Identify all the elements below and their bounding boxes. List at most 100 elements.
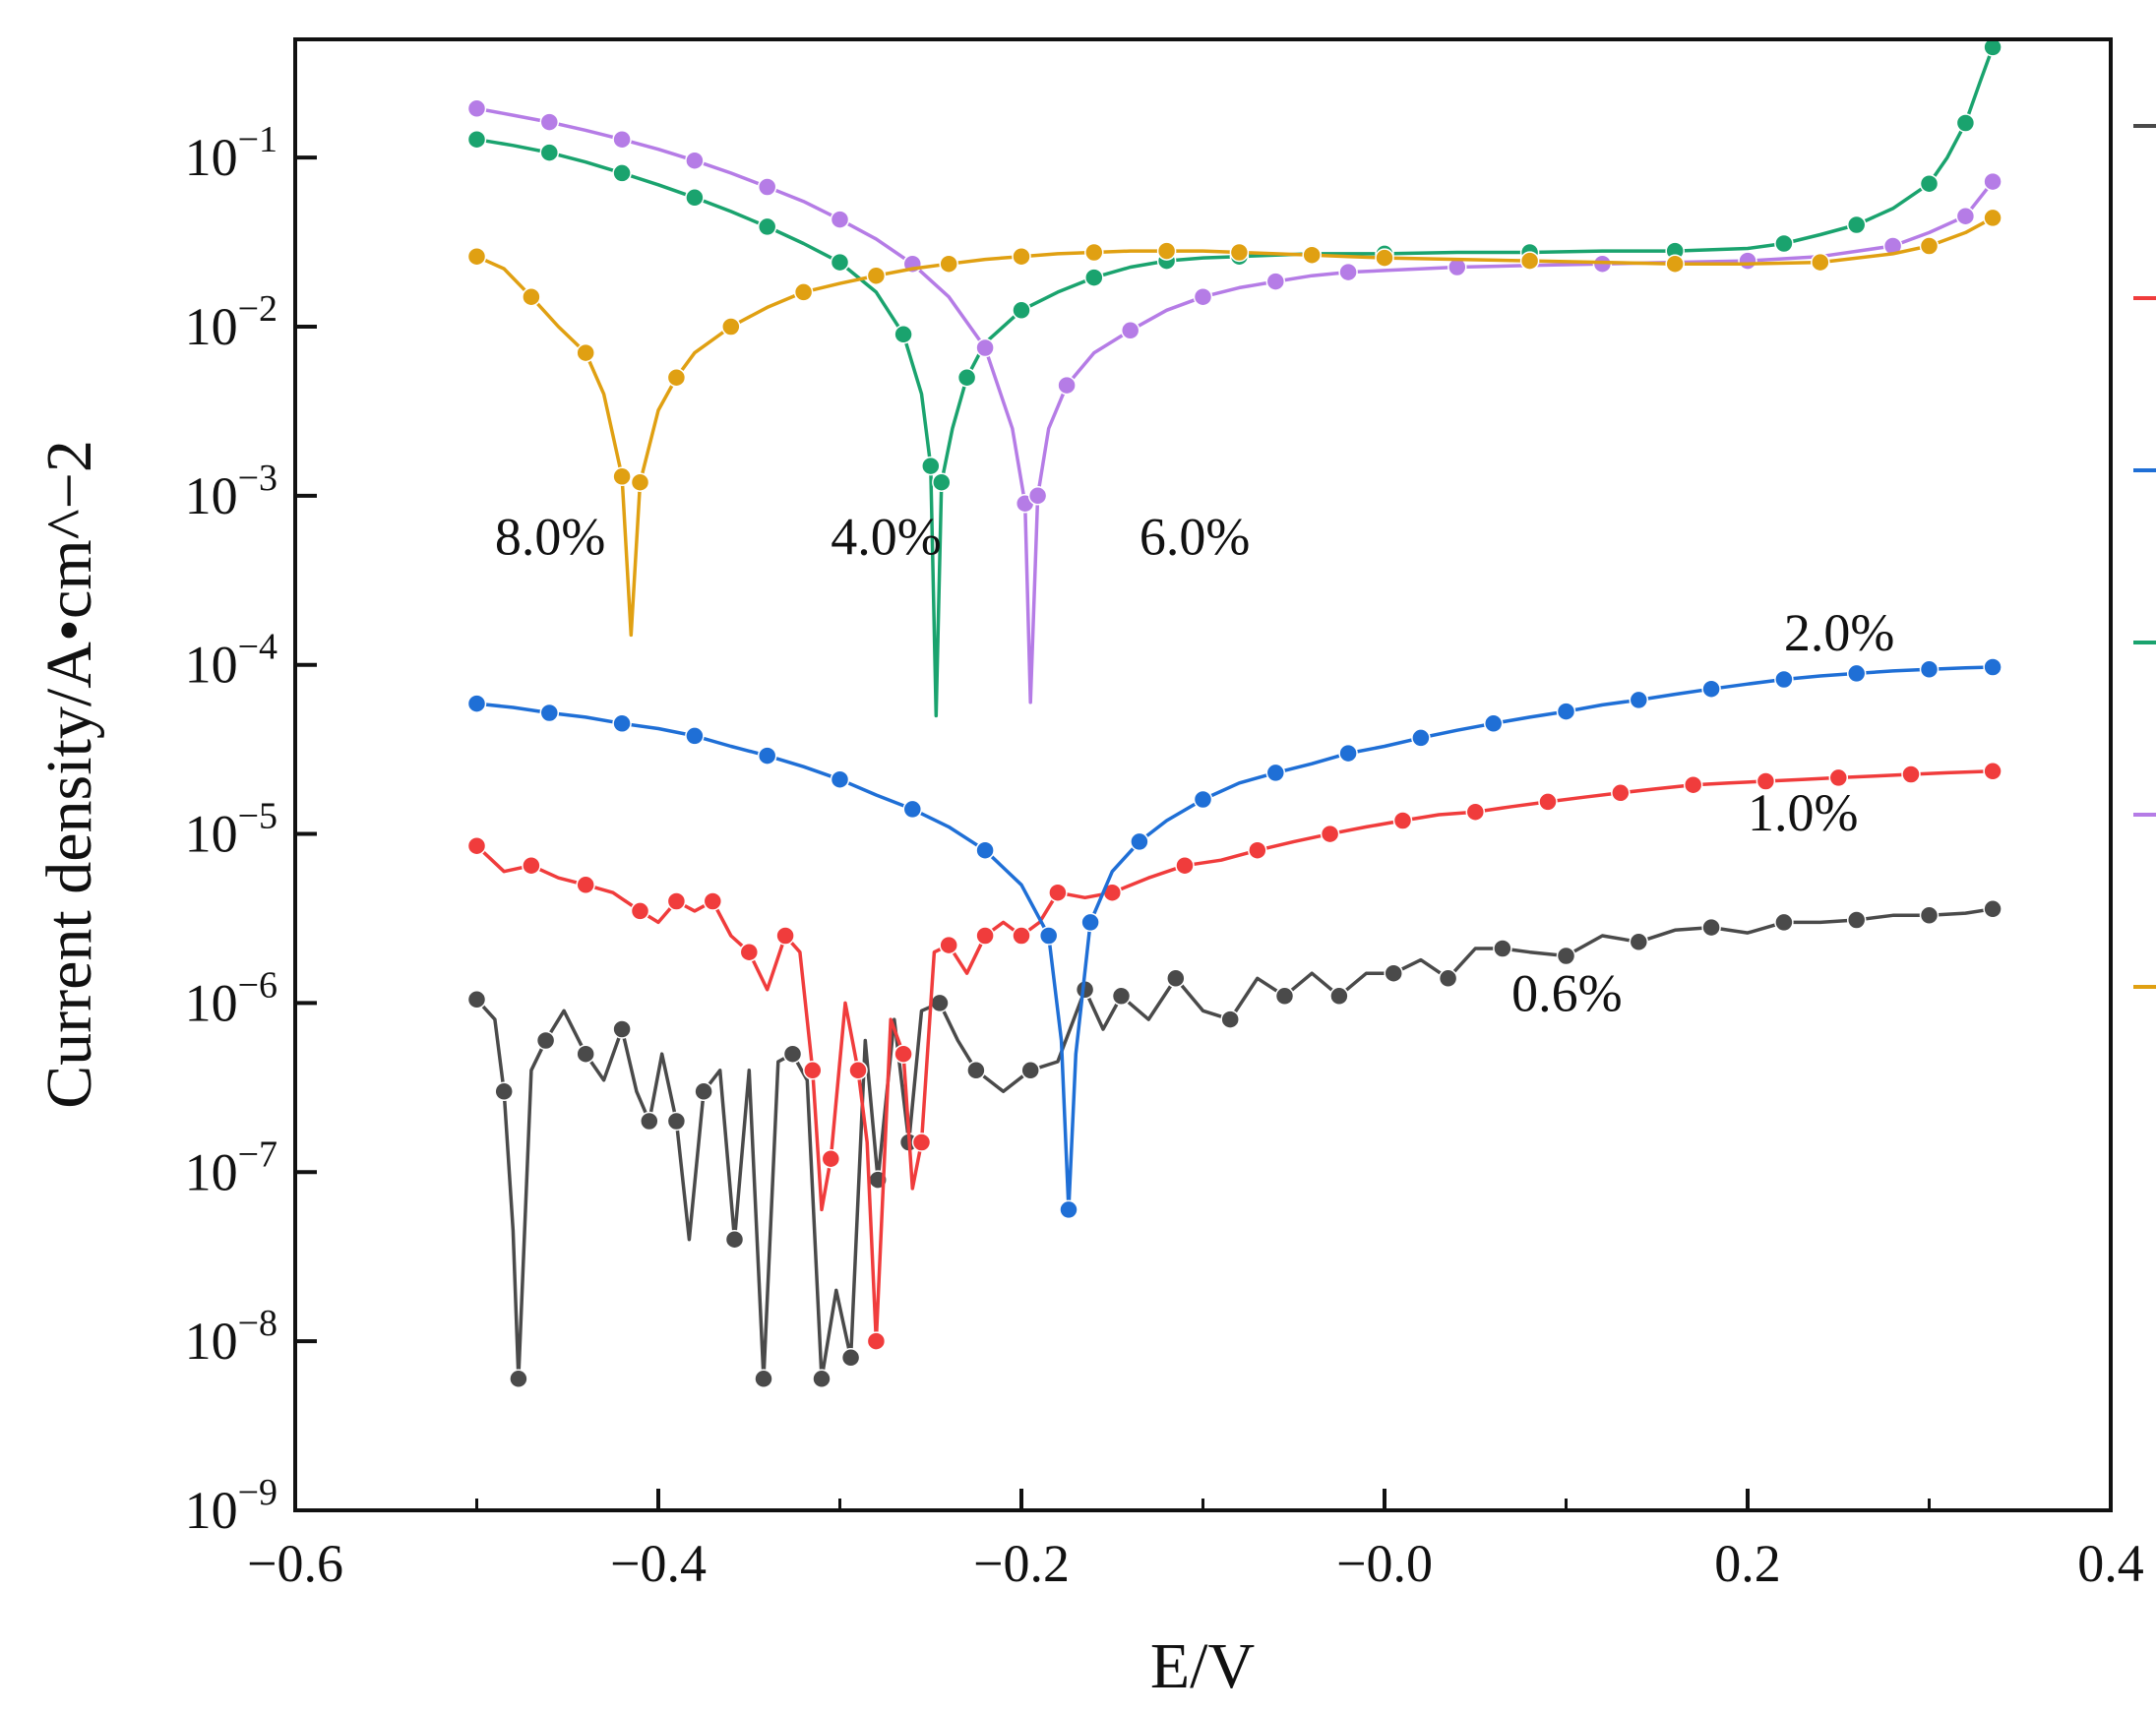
data-point: [1556, 702, 1576, 721]
data-point: [1027, 486, 1048, 506]
data-point: [1375, 248, 1394, 268]
data-point: [640, 1111, 659, 1132]
data-point: [721, 317, 741, 337]
data-point: [848, 1061, 868, 1080]
data-point: [812, 1369, 832, 1389]
data-point: [939, 254, 958, 274]
data-point: [612, 1019, 632, 1039]
data-point: [466, 835, 487, 856]
series-0.6%: 0.6%: [466, 899, 2002, 1389]
data-point: [803, 1061, 823, 1080]
data-point: [1111, 986, 1132, 1007]
y-tick-label: 10−3: [185, 458, 277, 525]
x-tick-label: −0.6: [247, 1534, 343, 1593]
data-point: [1411, 728, 1431, 748]
data-point: [1084, 268, 1104, 287]
y-tick-base: 10: [185, 1142, 238, 1201]
data-point: [1012, 300, 1031, 321]
series-label: 0.6%: [1511, 963, 1622, 1022]
data-point: [1193, 789, 1213, 810]
y-tick-base: 10: [185, 297, 238, 356]
data-point: [539, 143, 560, 162]
data-point: [966, 1061, 986, 1080]
data-point: [1265, 272, 1286, 291]
series-1.0%: 1.0%: [466, 762, 2002, 1351]
data-point: [509, 1369, 528, 1389]
data-point: [466, 990, 487, 1010]
y-tick-exponent: −9: [238, 1472, 277, 1513]
y-tick-label: 10−4: [185, 627, 277, 695]
data-point: [612, 163, 632, 183]
data-point: [1156, 241, 1177, 261]
data-point: [1846, 663, 1867, 684]
data-point: [757, 216, 777, 237]
data-point: [1774, 912, 1794, 933]
data-point: [466, 98, 487, 119]
data-point: [466, 129, 487, 150]
data-point: [1130, 831, 1149, 852]
y-tick-label: 10−5: [185, 796, 277, 864]
data-point: [1701, 917, 1721, 938]
data-point: [1955, 206, 1976, 226]
y-tick-label: 10−7: [185, 1133, 277, 1201]
series-line: [476, 665, 1994, 1212]
data-point: [576, 342, 595, 363]
data-point: [1465, 802, 1486, 822]
data-point: [1220, 1010, 1240, 1029]
x-tick-label: 0.4: [2077, 1534, 2144, 1593]
data-point: [1248, 840, 1267, 860]
data-point: [685, 151, 705, 170]
series-label: 6.0%: [1140, 507, 1250, 566]
data-point: [1983, 762, 2002, 781]
x-tick-label: −0.2: [973, 1534, 1070, 1593]
data-point: [956, 367, 977, 388]
data-point: [576, 875, 595, 895]
data-point: [1048, 883, 1068, 902]
data-point: [522, 855, 541, 876]
y-tick-base: 10: [185, 636, 238, 695]
y-tick-label: 10−8: [185, 1303, 277, 1371]
data-point: [666, 1111, 687, 1132]
data-point: [1846, 910, 1867, 930]
data-point: [724, 1229, 745, 1250]
data-point: [1329, 986, 1349, 1007]
data-point: [1012, 246, 1031, 267]
data-point: [1665, 254, 1685, 274]
y-tick-label: 10−2: [185, 288, 277, 356]
data-point: [1080, 912, 1100, 933]
data-point: [1919, 173, 1940, 194]
data-point: [1556, 946, 1576, 966]
data-point: [1193, 286, 1213, 307]
series-layer: 0.6% 1.0% 2.0% 4.0% 6.0% 8.0%: [466, 37, 2002, 1389]
data-point: [694, 1081, 713, 1102]
data-point: [739, 942, 760, 962]
data-point: [1338, 743, 1358, 764]
data-point: [1811, 252, 1830, 273]
data-point: [1538, 792, 1558, 812]
series-label: 4.0%: [831, 507, 941, 566]
data-point: [866, 1331, 887, 1351]
data-point: [1774, 233, 1794, 254]
data-point: [630, 901, 650, 921]
y-tick-base: 10: [185, 805, 238, 864]
data-point: [830, 252, 850, 273]
y-tick-exponent: −4: [238, 627, 277, 668]
y-tick-label: 10−6: [185, 964, 277, 1032]
data-point: [1320, 824, 1340, 844]
data-point: [757, 746, 777, 765]
data-point: [685, 726, 705, 746]
data-point: [1983, 208, 2002, 228]
data-point: [1828, 767, 1849, 788]
data-point: [930, 993, 950, 1013]
data-point: [911, 1132, 932, 1152]
y-tick-exponent: −6: [238, 964, 277, 1006]
data-point: [1438, 968, 1458, 989]
data-point: [1084, 242, 1104, 263]
series-label: 2.0%: [1784, 603, 1894, 662]
y-tick-exponent: −8: [238, 1303, 277, 1344]
data-point: [612, 713, 632, 734]
data-point: [1483, 713, 1504, 734]
data-point: [1519, 251, 1540, 271]
